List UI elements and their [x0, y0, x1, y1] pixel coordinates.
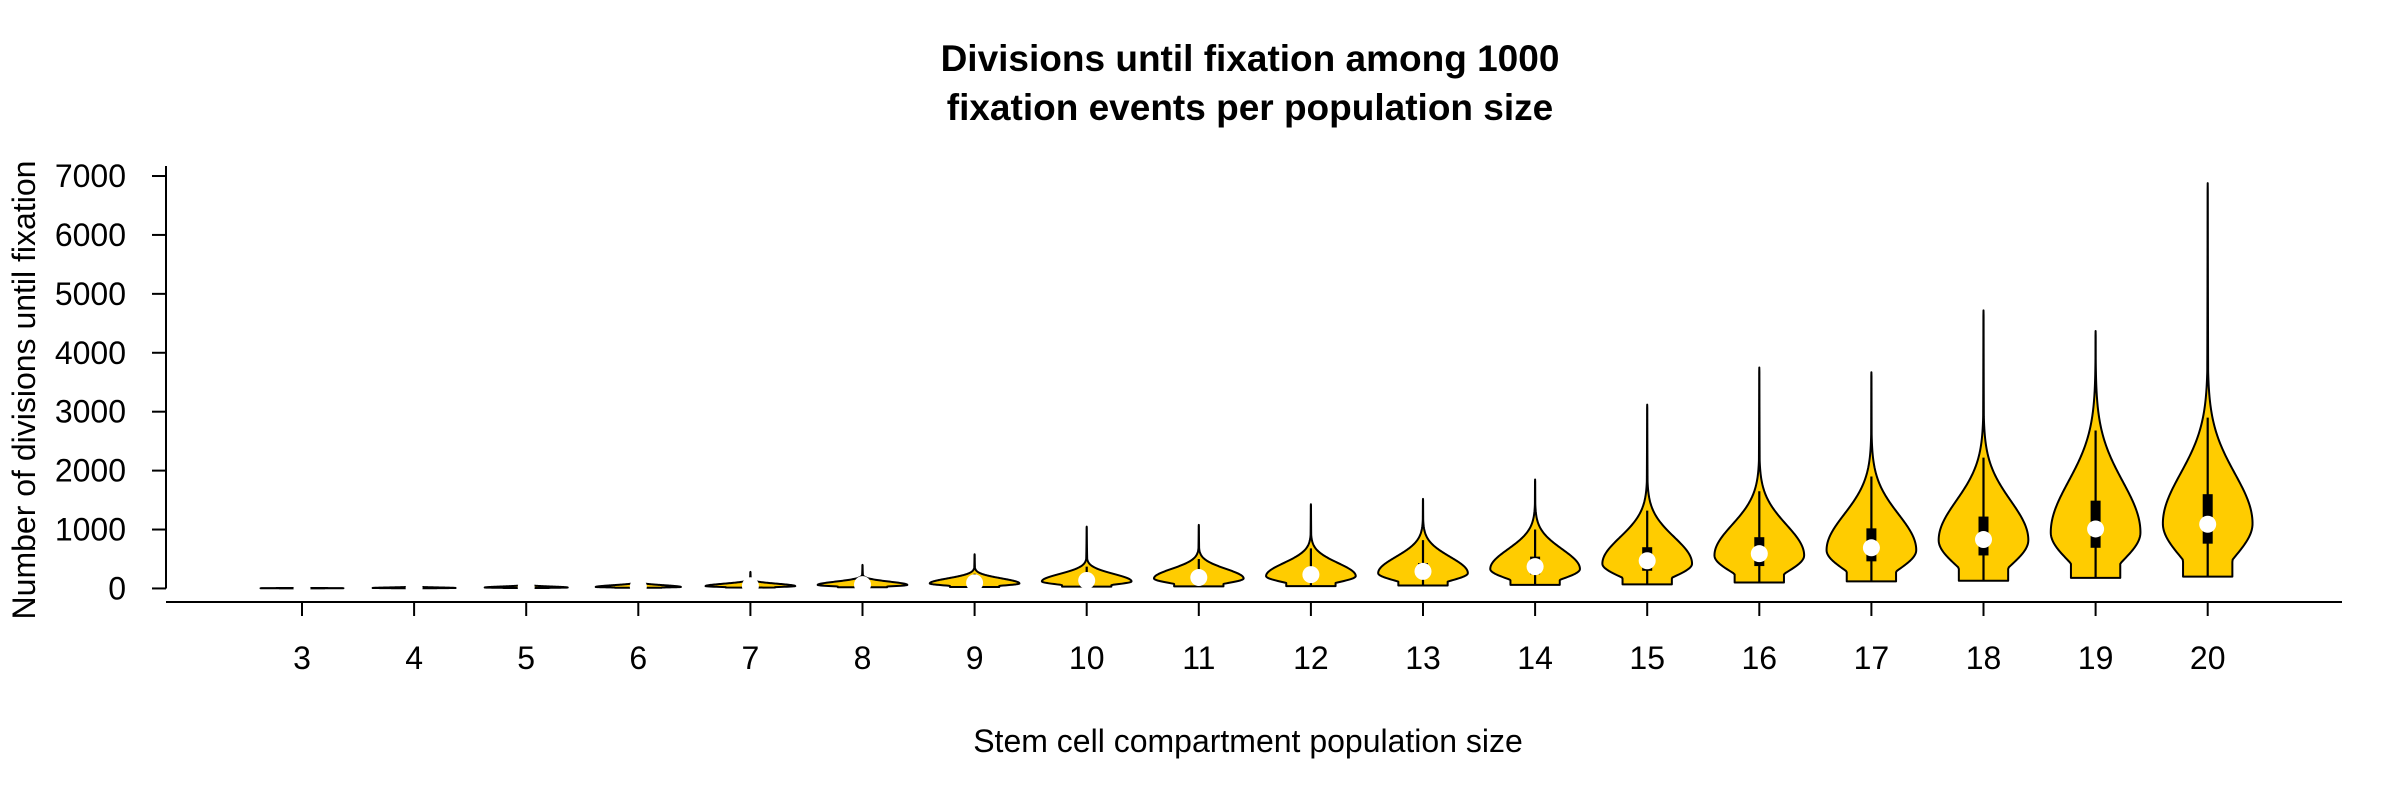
violin-body	[816, 563, 909, 589]
violin-body	[1152, 523, 1245, 588]
violin-median-point	[517, 578, 535, 596]
violin-body	[928, 553, 1021, 588]
violin-5	[483, 578, 569, 596]
y-tick-label: 4000	[55, 335, 126, 371]
violin-16	[1713, 366, 1806, 584]
x-tick-label: 10	[1069, 640, 1105, 676]
x-tick-label: 9	[966, 640, 984, 676]
violin-median-point	[629, 578, 647, 596]
x-tick-label: 8	[854, 640, 872, 676]
violin-median-point	[1862, 539, 1880, 557]
y-tick-label: 3000	[55, 394, 126, 430]
violin-median-point	[1526, 558, 1544, 576]
violin-median-point	[1750, 545, 1768, 563]
x-tick-label: 15	[1629, 640, 1665, 676]
violin-median-point	[293, 579, 311, 597]
violin-8	[816, 563, 909, 594]
y-tick-label: 7000	[55, 158, 126, 194]
x-tick-label: 5	[517, 640, 535, 676]
x-tick-label: 13	[1405, 640, 1441, 676]
violin-median-point	[1190, 569, 1208, 587]
x-tick-label: 14	[1517, 640, 1553, 676]
violin-11	[1152, 523, 1245, 588]
violin-median-point	[741, 577, 759, 595]
violin-body	[1040, 525, 1133, 588]
violin-13	[1377, 497, 1469, 587]
violin-15	[1601, 403, 1694, 586]
violin-median-point	[1078, 571, 1096, 589]
violin-median-point	[2199, 515, 2217, 533]
y-tick-label: 6000	[55, 217, 126, 253]
y-axis-title: Number of divisions until fixation	[6, 161, 42, 620]
violins-group	[259, 182, 2254, 597]
x-tick-label: 16	[1742, 640, 1778, 676]
x-tick-label: 7	[742, 640, 760, 676]
violin-median-point	[1638, 552, 1656, 570]
violin-body	[1601, 403, 1694, 586]
violin-9	[928, 553, 1021, 592]
violin-median-point	[1414, 562, 1432, 580]
y-tick-label: 5000	[55, 276, 126, 312]
violin-median-point	[966, 574, 984, 592]
y-axis: 0 1000 2000 3000 4000 5000 6000 7000	[55, 158, 167, 606]
chart-title-line-1: Divisions until fixation among 1000	[941, 38, 1560, 79]
y-tick-label: 1000	[55, 512, 126, 548]
y-tick-label: 0	[108, 570, 126, 606]
violin-body	[1937, 309, 2030, 582]
x-tick-label: 3	[293, 640, 311, 676]
x-tick-label: 20	[2190, 640, 2226, 676]
x-axis-title: Stem cell compartment population size	[973, 723, 1523, 759]
violin-18	[1937, 309, 2030, 582]
x-tick-label: 18	[1966, 640, 2002, 676]
violin-median-point	[1975, 531, 1992, 549]
x-tick-label: 6	[629, 640, 647, 676]
y-tick-label: 2000	[55, 453, 126, 489]
x-tick-label: 12	[1293, 640, 1329, 676]
violin-median-point	[1302, 566, 1320, 584]
violin-median-point	[854, 576, 871, 594]
violin-3	[259, 579, 345, 597]
violin-19	[2049, 329, 2142, 579]
chart-title-line-2: fixation events per population size	[947, 87, 1554, 128]
violin-median-point	[2087, 520, 2105, 538]
x-tick-label: 11	[1182, 640, 1215, 676]
violin-14	[1489, 478, 1581, 586]
violin-body	[2161, 182, 2254, 578]
violin-17	[1825, 371, 1918, 583]
x-tick-label: 17	[1854, 640, 1890, 676]
violin-4	[371, 579, 457, 597]
violin-median-point	[405, 579, 423, 597]
violin-body	[1713, 366, 1806, 584]
violin-6	[594, 578, 682, 596]
x-axis: 3 4 5 6 7 8 9 10 11 12 13 14 15 16 17 18 19 20	[166, 601, 2342, 676]
violin-10	[1040, 525, 1133, 589]
violin-body	[1265, 503, 1357, 588]
violin-7	[704, 570, 797, 595]
violin-12	[1265, 503, 1357, 588]
x-tick-label: 4	[405, 640, 423, 676]
x-tick-label: 19	[2078, 640, 2114, 676]
violin-20	[2161, 182, 2254, 578]
